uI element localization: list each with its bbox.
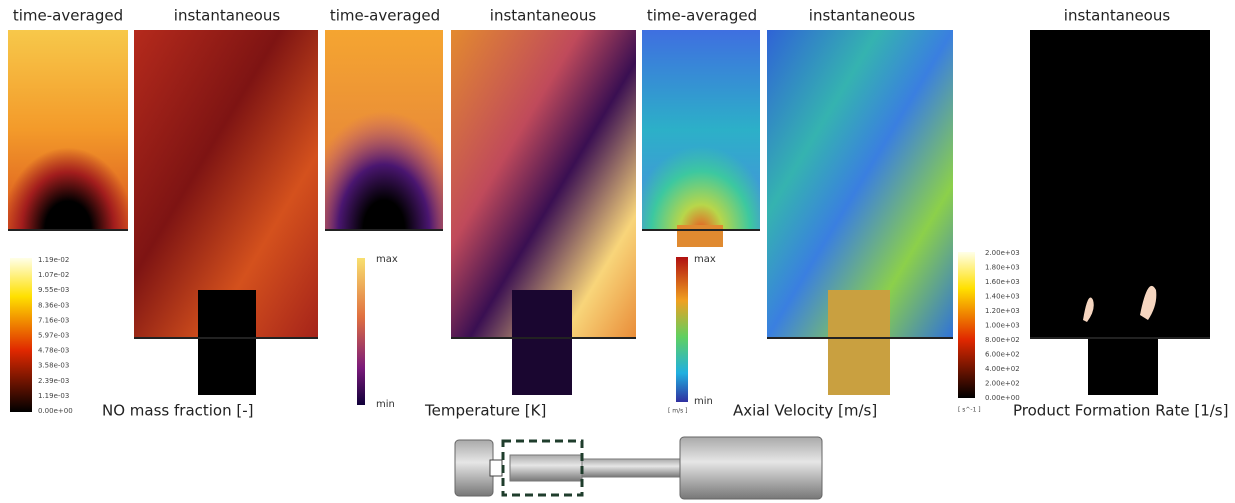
- colorbar-tick-label: 2.39e-03: [38, 377, 69, 385]
- colorbar-tick-label: 1.07e-02: [38, 271, 69, 279]
- contour-core: [198, 290, 256, 395]
- colorbar-tick-label: max: [694, 254, 716, 265]
- colorbar-unit: [ s^-1 ]: [958, 407, 981, 414]
- colorbar-tick-label: 5.97e-03: [38, 332, 69, 340]
- panel-header: time-averaged: [647, 7, 757, 25]
- combustor-sketch: [455, 437, 822, 499]
- colorbar-tick-label: 1.60e+03: [985, 278, 1020, 286]
- colorbar-tick-label: 1.00e+03: [985, 322, 1020, 330]
- colorbar: [357, 258, 365, 405]
- contour-panel: [1030, 30, 1210, 338]
- panel-header: time-averaged: [330, 7, 440, 25]
- colorbar: [676, 257, 688, 402]
- caption: Temperature [K]: [424, 402, 546, 420]
- colorbar-tick-label: 4.78e-03: [38, 347, 69, 355]
- colorbar-tick-label: 1.19e-02: [38, 256, 69, 264]
- contour-jet: [677, 225, 723, 247]
- contour-core: [325, 60, 443, 230]
- colorbar-tick-label: 8.36e-03: [38, 301, 69, 309]
- caption: Axial Velocity [m/s]: [733, 402, 877, 420]
- colorbar-tick-label: 1.80e+03: [985, 264, 1020, 272]
- colorbar-tick-label: min: [376, 399, 395, 410]
- colorbar-tick-label: 4.00e+02: [985, 365, 1020, 373]
- colorbar-tick-label: 0.00e+00: [38, 407, 73, 415]
- colorbar-unit: [ m/s ]: [668, 408, 688, 415]
- caption: Product Formation Rate [1/s]: [1013, 402, 1228, 420]
- colorbar-tick-label: max: [376, 254, 398, 265]
- colorbar-tick-label: 7.16e-03: [38, 316, 69, 324]
- panel-header: instantaneous: [490, 7, 597, 25]
- colorbar-tick-label: 2.00e+02: [985, 380, 1020, 388]
- panel-header: time-averaged: [13, 7, 123, 25]
- contour-jet: [828, 290, 890, 395]
- cylinder: [680, 437, 822, 499]
- colorbar-tick-label: 6.00e+02: [985, 351, 1020, 359]
- colorbar-tick-label: 2.00e+03: [985, 249, 1020, 257]
- colorbar-tick-label: 8.00e+02: [985, 336, 1020, 344]
- cylinder: [582, 459, 682, 477]
- colorbar-tick-label: min: [694, 396, 713, 407]
- colorbar-tick-label: 1.40e+03: [985, 293, 1020, 301]
- panels: [8, 30, 1210, 395]
- panel-header: instantaneous: [809, 7, 916, 25]
- cylinder: [510, 455, 582, 481]
- colorbar-tick-label: 3.58e-03: [38, 362, 69, 370]
- colorbar-tick-label: 1.20e+03: [985, 307, 1020, 315]
- cylinder: [455, 440, 493, 496]
- panel-header: instantaneous: [174, 7, 281, 25]
- cylinder: [490, 460, 502, 476]
- colorbar-tick-label: 1.19e-03: [38, 392, 69, 400]
- colorbar: [958, 252, 975, 398]
- contour-core: [1088, 338, 1158, 395]
- contour-core: [642, 90, 760, 230]
- figure: time-averaged instantaneous time-averaged i…: [0, 0, 1235, 503]
- contour-core: [8, 80, 128, 230]
- contour-core: [512, 290, 572, 395]
- colorbar-tick-label: 9.55e-03: [38, 286, 69, 294]
- panel-header: instantaneous: [1064, 7, 1171, 25]
- figure-canvas: time-averaged instantaneous time-averaged i…: [0, 0, 1235, 503]
- caption: NO mass fraction [-]: [102, 402, 254, 420]
- colorbar: [10, 258, 32, 412]
- colorbar-tick-label: 0.00e+00: [985, 394, 1020, 402]
